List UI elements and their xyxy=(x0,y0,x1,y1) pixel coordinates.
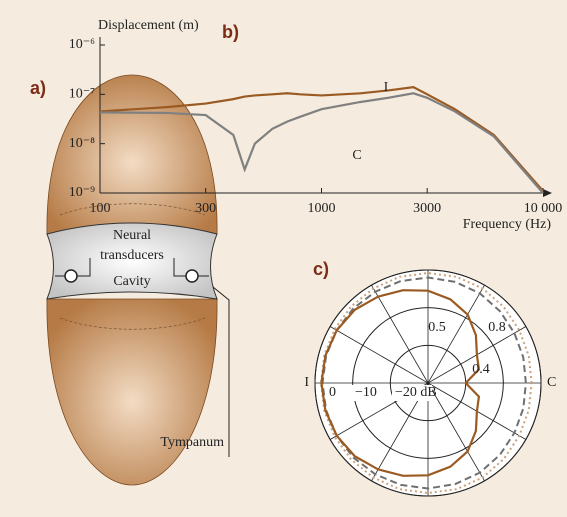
panel-label: b) xyxy=(222,22,239,42)
left-label: I xyxy=(304,375,309,390)
r-tick-label: −10 xyxy=(355,385,377,400)
x-axis-label: Frequency (Hz) xyxy=(463,217,552,232)
annotation: 0.5 xyxy=(428,320,446,335)
annotation: 0.8 xyxy=(488,320,506,335)
series-label: C xyxy=(352,148,361,163)
y-tick-label: 10⁻⁶ xyxy=(69,37,95,52)
right-label: C xyxy=(547,375,556,390)
panel-label: a) xyxy=(30,78,46,98)
x-tick-label: 10 000 xyxy=(524,201,563,216)
panel-label: c) xyxy=(313,259,329,279)
transducers-label-2: transducers xyxy=(100,248,164,263)
x-tick-label: 100 xyxy=(90,201,111,216)
x-tick-label: 3000 xyxy=(413,201,441,216)
transducers-label-1: Neural xyxy=(113,228,151,243)
cavity-label: Cavity xyxy=(113,274,150,289)
series-label: I xyxy=(384,80,389,95)
tympanum-label: Tympanum xyxy=(160,435,224,450)
x-tick-label: 300 xyxy=(195,201,216,216)
x-tick-label: 1000 xyxy=(308,201,336,216)
y-tick-label: 10⁻⁷ xyxy=(69,87,95,102)
y-axis-label: Displacement (m) xyxy=(98,18,199,33)
y-tick-label: 10⁻⁸ xyxy=(69,136,95,151)
transducer-right xyxy=(186,270,198,282)
y-tick-label: 10⁻⁹ xyxy=(69,185,95,200)
figure: Neural transducers Cavity Tympanum a) 10… xyxy=(0,0,567,517)
r-tick-label: −20 dB xyxy=(395,385,437,400)
transducer-left xyxy=(65,270,77,282)
annotation: 0.4 xyxy=(472,362,490,377)
r-tick-label: 0 xyxy=(329,385,336,400)
